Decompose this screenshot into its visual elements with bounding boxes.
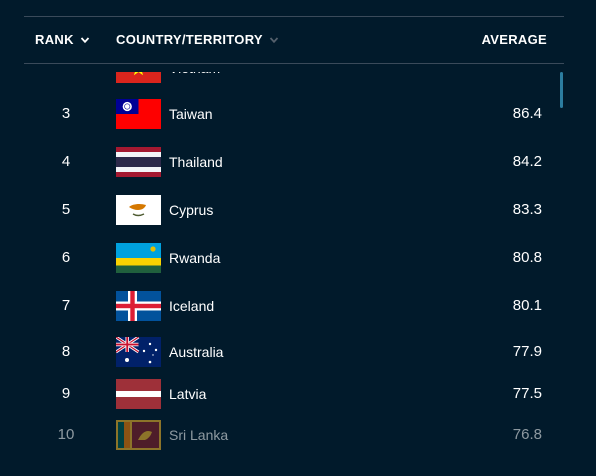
table-header: RANK COUNTRY/TERRITORY AVERAGE bbox=[24, 17, 564, 63]
rank-cell: 9 bbox=[61, 385, 71, 402]
rank-cell: 6 bbox=[61, 249, 71, 266]
latvia-flag-icon bbox=[116, 379, 161, 409]
average-value: 77.9 bbox=[512, 343, 542, 360]
rank-sort-button[interactable]: RANK bbox=[35, 32, 90, 47]
country-name: Sri Lanka bbox=[169, 427, 229, 443]
country-name: Australia bbox=[169, 344, 224, 360]
country-sort-button[interactable]: COUNTRY/TERRITORY bbox=[116, 32, 279, 47]
country-name: Latvia bbox=[169, 386, 207, 402]
scrollbar-thumb[interactable] bbox=[560, 72, 563, 108]
average-sort-button[interactable]: AVERAGE bbox=[482, 32, 547, 47]
rank-cell: 3 bbox=[61, 105, 71, 122]
table-body[interactable]: 2 Vietnam 90.3 3 Taiwan 86.4 4 Thailand … bbox=[24, 64, 564, 476]
table-row[interactable]: 8 Australia 77.9 bbox=[24, 334, 564, 370]
sri-lanka-flag-icon bbox=[116, 420, 161, 450]
country-name: Rwanda bbox=[169, 250, 221, 266]
chevron-down-icon bbox=[269, 36, 279, 43]
average-value: 86.4 bbox=[512, 105, 542, 122]
australia-flag-icon bbox=[116, 337, 161, 367]
average-header-label: AVERAGE bbox=[481, 32, 547, 47]
rank-cell: 7 bbox=[61, 297, 71, 314]
iceland-flag-icon bbox=[116, 291, 161, 321]
country-header-label: COUNTRY/TERRITORY bbox=[116, 32, 263, 47]
country-name: Thailand bbox=[169, 154, 223, 170]
average-value: 80.1 bbox=[512, 297, 542, 314]
header-top-divider bbox=[24, 16, 564, 17]
country-name: Cyprus bbox=[169, 202, 214, 218]
chevron-down-icon bbox=[80, 36, 89, 43]
country-name: Taiwan bbox=[169, 106, 213, 122]
cyprus-flag-icon bbox=[116, 195, 161, 225]
rank-cell: 8 bbox=[61, 343, 71, 360]
average-value: 80.8 bbox=[512, 249, 542, 266]
country-name: Iceland bbox=[169, 298, 215, 314]
rank-cell: 10 bbox=[57, 426, 75, 443]
rank-cell: 4 bbox=[61, 153, 71, 170]
rank-cell: 5 bbox=[61, 201, 71, 218]
table-row[interactable]: 9 Latvia 77.5 bbox=[24, 376, 564, 412]
table-row[interactable]: 5 Cyprus 83.3 bbox=[24, 192, 564, 228]
average-value: 76.8 bbox=[512, 426, 542, 443]
header-overlap-mask bbox=[24, 64, 564, 72]
table-row[interactable]: 10 Sri Lanka 76.8 bbox=[24, 417, 564, 453]
table-row[interactable]: 7 Iceland 80.1 bbox=[24, 288, 564, 324]
average-value: 84.2 bbox=[512, 153, 542, 170]
average-value: 77.5 bbox=[512, 385, 542, 402]
table-row[interactable]: 6 Rwanda 80.8 bbox=[24, 240, 564, 276]
rank-header-label: RANK bbox=[35, 32, 74, 47]
taiwan-flag-icon bbox=[116, 99, 161, 129]
thailand-flag-icon bbox=[116, 147, 161, 177]
average-value: 83.3 bbox=[512, 201, 542, 218]
header-bottom-divider bbox=[24, 63, 564, 64]
table-row[interactable]: 3 Taiwan 86.4 bbox=[24, 96, 564, 132]
table-row[interactable]: 4 Thailand 84.2 bbox=[24, 144, 564, 180]
rwanda-flag-icon bbox=[116, 243, 161, 273]
